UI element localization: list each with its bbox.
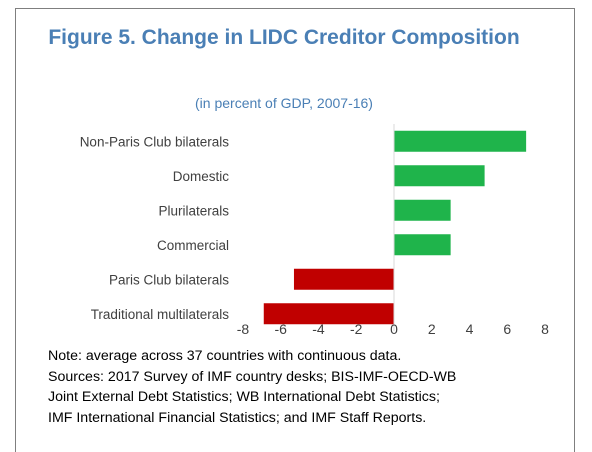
x-tick-label: -8 [237,321,250,337]
category-label: Traditional multilaterals [91,307,230,322]
bar [263,303,394,325]
category-label: Commercial [157,238,229,253]
category-label: Domestic [173,169,230,184]
bar [394,234,451,256]
x-tick-label: 6 [503,321,511,337]
x-tick-label: 2 [428,321,436,337]
x-tick-label: 4 [466,321,474,337]
x-tick-label: -6 [275,321,288,337]
figure-notes: Note: average across 37 countries with c… [48,346,568,428]
sources-line: Sources: 2017 Survey of IMF country desk… [48,368,457,385]
sources-line: IMF International Financial Statistics; … [48,409,427,426]
figure-frame [15,8,575,452]
x-tick-label: -2 [350,321,363,337]
sources-line: Joint External Debt Statistics; WB Inter… [48,389,440,405]
figure-subtitle: (in percent of GDP, 2007-16) [195,95,373,111]
category-label: Non-Paris Club bilaterals [80,134,230,149]
bar [394,130,527,152]
category-label: Plurilaterals [158,203,229,218]
x-tick-label: 8 [541,321,549,337]
bar [394,199,451,221]
note-line: Note: average across 37 countries with c… [48,348,402,364]
x-tick-label: -4 [312,321,325,337]
category-label: Paris Club bilaterals [109,272,229,287]
bar [293,268,394,290]
figure-title: Figure 5. Change in LIDC Creditor Compos… [48,26,520,49]
x-tick-label: 0 [390,321,398,337]
bar [394,165,485,187]
